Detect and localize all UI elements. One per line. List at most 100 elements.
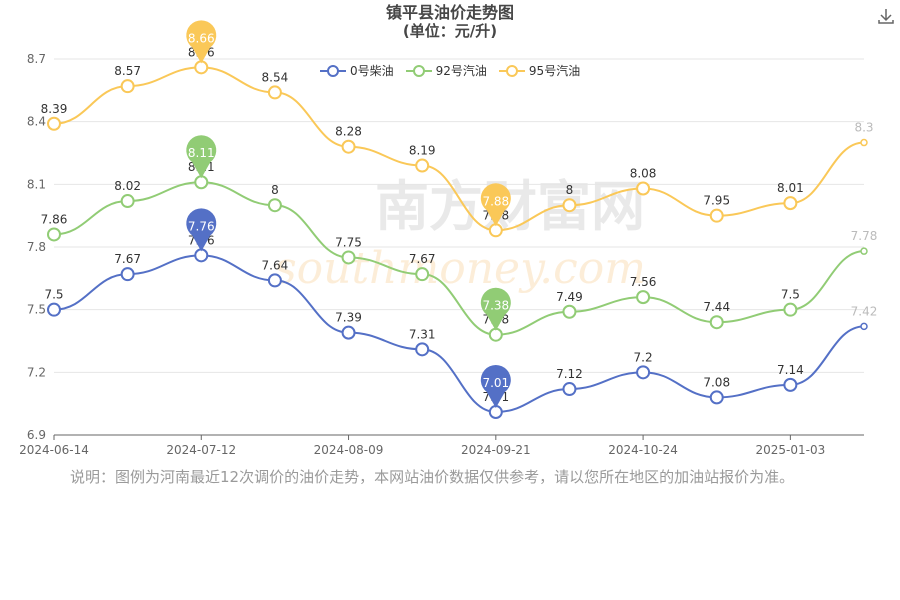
legend-swatch xyxy=(320,64,346,77)
data-label: 7.64 xyxy=(262,258,289,272)
watermark-en: southmoney.com xyxy=(274,243,646,294)
marker-label: 8.66 xyxy=(188,31,215,45)
extreme-marker: 7.88 xyxy=(480,183,511,227)
series-line xyxy=(53,181,865,336)
data-label: 8.28 xyxy=(335,125,362,139)
data-label: 8.39 xyxy=(41,102,68,116)
data-label: 7.49 xyxy=(556,290,583,304)
y-tick-label: 7.2 xyxy=(27,365,46,379)
chart-title: 镇平县油价走势图 xyxy=(385,3,514,22)
data-point xyxy=(860,247,868,255)
data-label: 8.08 xyxy=(630,167,657,181)
data-point xyxy=(562,382,577,397)
data-point xyxy=(267,198,282,213)
data-label: 8.3 xyxy=(854,121,873,135)
data-label: 8.19 xyxy=(409,144,436,158)
data-point xyxy=(341,139,356,154)
data-point xyxy=(860,138,868,147)
data-point xyxy=(709,390,724,405)
data-point xyxy=(636,365,651,380)
data-point xyxy=(415,267,430,282)
y-tick-label: 8.4 xyxy=(27,115,46,129)
x-tick-label: 2024-10-24 xyxy=(608,443,678,457)
data-label: 7.5 xyxy=(781,288,800,302)
y-tick-label: 7.5 xyxy=(27,303,46,317)
legend-item[interactable]: 0号柴油 xyxy=(320,62,394,79)
data-point xyxy=(783,377,798,392)
data-label: 7.14 xyxy=(777,363,804,377)
data-point xyxy=(120,79,135,94)
x-tick-label: 2024-06-14 xyxy=(19,443,89,457)
legend-item[interactable]: 95号汽油 xyxy=(498,62,581,79)
marker-label: 7.38 xyxy=(482,299,509,313)
legend-label: 92号汽油 xyxy=(435,64,487,78)
data-point xyxy=(47,116,61,131)
extreme-marker: 7.01 xyxy=(480,365,511,409)
data-point xyxy=(562,304,577,319)
data-point xyxy=(47,227,61,242)
data-label: 7.67 xyxy=(114,252,141,266)
data-point xyxy=(415,342,430,357)
y-tick-label: 6.9 xyxy=(27,428,46,442)
extreme-marker: 7.38 xyxy=(480,287,511,331)
data-point xyxy=(415,158,430,173)
data-label: 7.08 xyxy=(703,375,730,389)
x-tick-label: 2025-01-03 xyxy=(755,443,825,457)
y-tick-label: 7.8 xyxy=(27,240,46,254)
marker-pin xyxy=(186,208,217,252)
data-label: 7.5 xyxy=(44,288,63,302)
marker-label: 7.88 xyxy=(482,194,509,208)
data-point xyxy=(783,302,798,317)
extreme-marker: 8.11 xyxy=(186,135,217,179)
x-tick-label: 2024-08-09 xyxy=(314,443,384,457)
extreme-marker: 7.76 xyxy=(186,208,217,252)
data-label: 7.95 xyxy=(703,194,730,208)
footnote: 说明：图例为河南最近12次调价的油价走势，本网站油价数据仅供参考，请以您所在地区… xyxy=(70,468,795,486)
data-point xyxy=(860,322,868,331)
data-label: 8.57 xyxy=(114,64,141,78)
y-tick-label: 8.1 xyxy=(27,177,46,191)
data-label: 7.12 xyxy=(556,367,583,381)
data-label: 8.02 xyxy=(114,179,141,193)
data-label: 7.86 xyxy=(41,212,68,226)
chart-subtitle: (单位：元/升) xyxy=(402,22,498,40)
download-icon[interactable] xyxy=(876,6,896,26)
legend-label: 0号柴油 xyxy=(350,64,394,78)
data-point xyxy=(47,302,61,317)
x-tick-label: 2024-07-12 xyxy=(166,443,236,457)
data-label: 8 xyxy=(566,183,574,197)
legend-swatch xyxy=(498,64,525,77)
data-point xyxy=(267,85,282,100)
legend: 0号柴油 92号汽油 95号汽油 xyxy=(320,62,580,79)
legend-item[interactable]: 92号汽油 xyxy=(405,62,487,79)
legend-swatch xyxy=(405,64,432,77)
data-label: 7.42 xyxy=(851,304,878,318)
data-point xyxy=(267,273,282,288)
legend-label: 95号汽油 xyxy=(528,64,581,78)
marker-pin xyxy=(480,183,511,227)
data-label: 7.44 xyxy=(703,300,730,314)
data-point xyxy=(636,181,651,196)
data-label: 8.54 xyxy=(262,70,289,84)
data-point xyxy=(783,196,798,211)
data-label: 8.01 xyxy=(777,181,804,195)
extreme-marker: 8.66 xyxy=(186,20,217,64)
marker-pin xyxy=(480,287,511,331)
marker-label: 7.76 xyxy=(188,219,215,233)
data-label: 7.31 xyxy=(409,327,436,341)
data-point xyxy=(341,325,356,340)
marker-label: 7.01 xyxy=(482,376,509,390)
marker-pin xyxy=(480,365,511,409)
data-point xyxy=(709,315,724,330)
data-point xyxy=(120,267,135,282)
marker-pin xyxy=(186,20,217,64)
data-label: 7.75 xyxy=(335,235,362,249)
x-tick-label: 2024-09-21 xyxy=(461,443,531,457)
marker-pin xyxy=(186,135,217,179)
data-label: 7.67 xyxy=(409,252,436,266)
data-point xyxy=(709,208,724,223)
series-line xyxy=(53,66,865,232)
y-tick-label: 8.7 xyxy=(27,52,46,66)
